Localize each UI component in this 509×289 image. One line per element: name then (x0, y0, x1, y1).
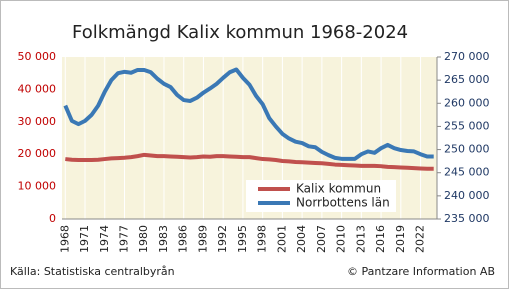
x-tick-label: 1986 (177, 225, 190, 253)
legend-label: Norrbottens län (296, 196, 390, 210)
credit: © Pantzare Information AB (347, 265, 495, 278)
x-tick-label: 1995 (236, 225, 249, 253)
y2-tick-label: 260 000 (444, 96, 490, 109)
y-tick-label: 10 000 (18, 180, 57, 193)
x-tick-label: 2022 (414, 225, 427, 253)
x-tick-label: 2001 (275, 225, 288, 253)
series-line (63, 67, 434, 161)
x-tick-label: 1983 (157, 225, 170, 253)
y-tick-label: 40 000 (18, 82, 57, 95)
y2-tick-label: 265 000 (444, 73, 490, 86)
x-tick-label: 2016 (374, 225, 387, 253)
y2-tick-label: 245 000 (444, 166, 490, 179)
x-tick-label: 1974 (98, 225, 111, 253)
y-tick-label: 30 000 (18, 115, 57, 128)
source: Källa: Statistiska centralbyrån (10, 265, 175, 278)
x-tick-label: 1992 (216, 225, 229, 253)
y2-tick-label: 240 000 (444, 189, 490, 202)
x-tick-label: 1971 (78, 225, 91, 253)
y-tick-label: 50 000 (18, 50, 57, 63)
x-tick-label: 1980 (137, 225, 150, 253)
x-tick-label: 2010 (335, 225, 348, 253)
y2-tick-label: 270 000 (444, 50, 490, 63)
x-tick-label: 1977 (118, 225, 131, 253)
x-tick-label: 2019 (394, 225, 407, 253)
y-tick-label: 0 (49, 212, 56, 225)
x-tick-label: 2013 (354, 225, 367, 253)
legend-box (246, 180, 396, 212)
x-tick-label: 2004 (295, 225, 308, 253)
y2-tick-label: 250 000 (444, 143, 490, 156)
x-tick-label: 1968 (58, 225, 71, 253)
x-tick-label: 1989 (196, 225, 209, 253)
y-tick-label: 20 000 (18, 147, 57, 160)
chart-title: Folkmängd Kalix kommun 1968-2024 (72, 22, 408, 43)
x-tick-label: 2007 (315, 225, 328, 253)
legend-label: Kalix kommun (296, 182, 381, 196)
y2-tick-label: 235 000 (444, 212, 490, 225)
x-tick-label: 1998 (256, 225, 269, 253)
series-line (65, 152, 434, 171)
y2-tick-label: 255 000 (444, 119, 490, 132)
